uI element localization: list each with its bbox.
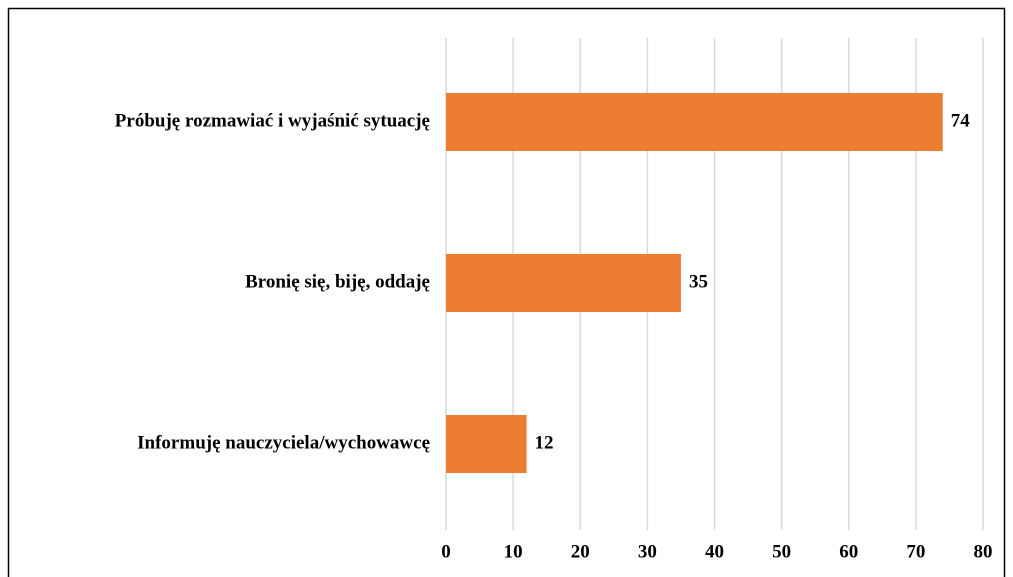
x-tick-label: 50 <box>772 541 791 562</box>
frame <box>7 7 1006 577</box>
x-tick-label: 70 <box>906 541 925 562</box>
x-tick-label: 20 <box>571 541 590 562</box>
x-tick-label: 60 <box>839 541 858 562</box>
bar <box>446 415 527 473</box>
bar <box>446 254 681 312</box>
data-label: 35 <box>689 271 708 292</box>
bar <box>446 93 943 151</box>
y-tick-label: Bronię się, biję, oddaję <box>245 271 430 292</box>
data-label: 74 <box>951 110 971 131</box>
data-label: 12 <box>535 432 554 453</box>
y-tick-label: Próbuję rozmawiać i wyjaśnić sytuację <box>115 110 430 131</box>
x-tick-label: 0 <box>441 541 451 562</box>
x-tick-label: 80 <box>974 541 993 562</box>
x-tick-label: 10 <box>504 541 523 562</box>
x-tick-label: 30 <box>638 541 657 562</box>
y-tick-label: Informuję nauczyciela/wychowawcę <box>137 432 430 453</box>
x-tick-label: 40 <box>705 541 724 562</box>
